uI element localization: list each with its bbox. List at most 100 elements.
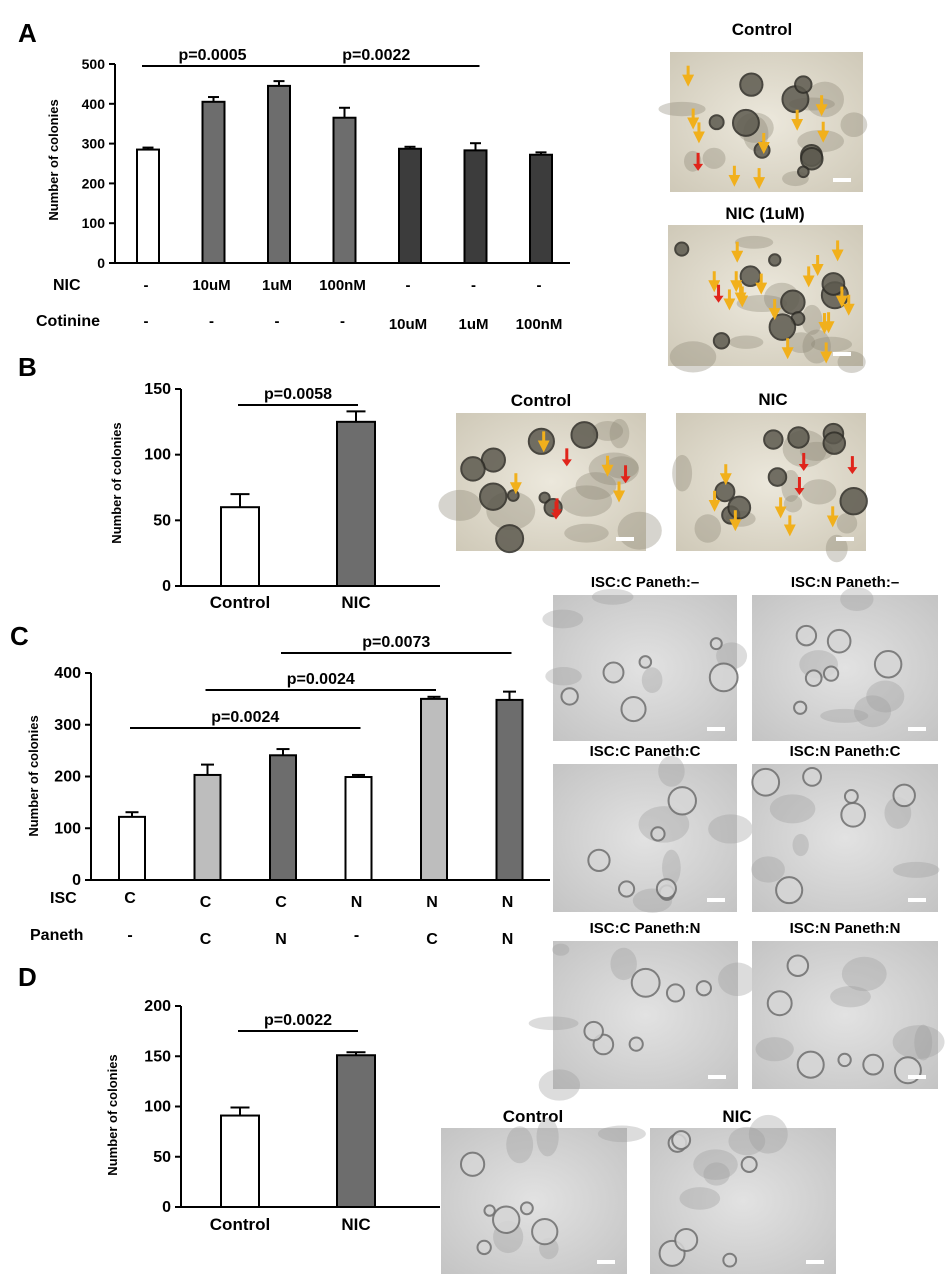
y-tick-label-b: 0 [162, 578, 171, 595]
colony [797, 165, 810, 179]
row-label-c: ISC [50, 890, 77, 907]
red-arrowhead [561, 459, 572, 467]
category-label-a: 1uM [459, 316, 489, 333]
category-label-a: - [275, 313, 280, 330]
colony [768, 253, 782, 267]
debris-blob [836, 512, 858, 534]
colony [786, 954, 810, 978]
colony [722, 1252, 738, 1268]
scale-bar [616, 537, 634, 541]
panel-label-d: D [18, 962, 37, 992]
colony [873, 650, 903, 679]
debris-blob [506, 1126, 534, 1164]
y-axis-label-c: Number of colonies [26, 715, 41, 836]
scale-bar [707, 727, 725, 731]
debris-blob [669, 341, 717, 373]
colony [620, 696, 647, 723]
category-label-c: N [502, 931, 514, 948]
scale-bar [707, 898, 725, 902]
scale-bar [806, 1260, 824, 1264]
bar-d [220, 1114, 260, 1209]
p-value-label-c: p=0.0073 [362, 634, 430, 651]
colony [731, 108, 760, 137]
bar-a [136, 148, 160, 265]
colony [796, 1050, 825, 1079]
debris-blob [609, 418, 630, 449]
colony [506, 489, 520, 502]
p-value-label-b: p=0.0058 [264, 386, 332, 403]
scale-bar [908, 1075, 926, 1079]
micrograph-c-5 [528, 941, 757, 1101]
category-label-a: 100nM [516, 316, 563, 333]
panel-label-a: A [18, 18, 37, 48]
debris-blob [560, 485, 613, 517]
colony [638, 655, 653, 669]
debris-blob [545, 667, 582, 686]
colony [674, 241, 690, 257]
micrograph-background [553, 941, 738, 1089]
micrograph-title-d-nic: NIC [722, 1107, 751, 1126]
colony [795, 624, 818, 647]
red-arrowhead [693, 163, 704, 171]
y-tick-label-a: 500 [82, 56, 106, 72]
micrograph-title-c-1: ISC:C Paneth:– [591, 574, 699, 591]
debris-blob [528, 1016, 579, 1031]
debris-blob [702, 147, 726, 169]
y-tick-label-d: 200 [144, 998, 171, 1015]
category-label-c: N [351, 894, 363, 911]
colony [492, 1205, 521, 1234]
debris-blob [694, 514, 722, 543]
y-tick-label-c: 400 [54, 665, 81, 682]
p-value-label-c: p=0.0024 [287, 671, 355, 688]
colony [739, 265, 762, 287]
category-label-a: 10uM [192, 277, 230, 294]
debris-blob [751, 856, 785, 883]
y-axis-label-a: Number of colonies [46, 99, 61, 220]
colony [892, 783, 916, 808]
y-tick-label-d: 50 [153, 1149, 171, 1166]
red-arrowhead [552, 509, 563, 517]
micrograph-title-a-nic: NIC (1uM) [725, 204, 804, 223]
micrograph-title-c-4: ISC:N Paneth:C [790, 743, 901, 760]
debris-blob [538, 1069, 581, 1101]
colony [787, 426, 810, 449]
y-tick-label-a: 400 [82, 96, 106, 112]
debris-blob [564, 523, 609, 543]
micrograph-title-c-2: ISC:N Paneth:– [791, 574, 899, 591]
colony [695, 980, 712, 997]
panel-label-c: C [10, 621, 29, 651]
colony [709, 637, 723, 651]
debris-blob [792, 833, 809, 857]
colony [671, 1130, 692, 1151]
debris-blob [641, 667, 663, 693]
micrograph-background [752, 595, 938, 741]
y-tick-label-c: 300 [54, 717, 81, 734]
colony [775, 876, 804, 905]
colony [712, 332, 731, 350]
y-tick-label-a: 300 [82, 136, 106, 152]
y-tick-label-c: 200 [54, 769, 81, 786]
scale-bar [908, 898, 926, 902]
micrograph-a-nic [668, 225, 866, 373]
micrograph-a-control [658, 52, 868, 192]
debris-blob [591, 588, 634, 605]
scale-bar [597, 1260, 615, 1264]
colony [674, 1227, 699, 1252]
category-label-c: - [354, 927, 359, 944]
category-label-d: Control [210, 1215, 270, 1234]
micrograph-title-a-control: Control [732, 20, 792, 39]
y-tick-label-c: 0 [72, 872, 81, 889]
row-label-a: Cotinine [36, 313, 100, 330]
micrograph-c-4 [751, 764, 940, 912]
colony [495, 524, 525, 554]
debris-blob [718, 962, 757, 997]
category-label-a: - [406, 277, 411, 294]
debris-blob [748, 1114, 788, 1154]
debris-blob [658, 755, 685, 787]
y-tick-label-a: 0 [97, 255, 105, 271]
debris-blob [830, 986, 871, 1008]
p-value-label-d: p=0.0022 [264, 1012, 332, 1029]
y-tick-label-b: 50 [153, 512, 171, 529]
debris-blob [841, 956, 887, 992]
